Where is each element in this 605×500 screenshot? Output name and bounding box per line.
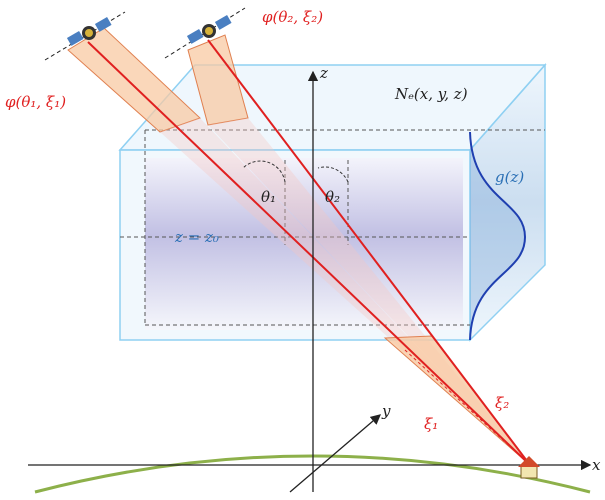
label-ne: Nₑ(x, y, z) xyxy=(394,85,468,103)
label-z-axis: z xyxy=(319,64,328,82)
label-theta2: θ₂ xyxy=(325,188,340,206)
ray-dash xyxy=(405,350,530,465)
diagram: φ(θ₁, ξ₁) φ(θ₂, ξ₂) ξ₁ ξ₂ z Nₑ(x, y, z) … xyxy=(0,0,605,500)
label-x-axis: x xyxy=(592,456,601,474)
label-z0: z = z₀ xyxy=(174,228,219,246)
label-gz: g(z) xyxy=(495,168,524,186)
label-phi1: φ(θ₁, ξ₁) xyxy=(5,93,66,111)
label-xi1: ξ₁ xyxy=(424,415,438,433)
beam-1 xyxy=(68,28,200,132)
y-axis xyxy=(290,415,380,492)
label-theta1: θ₁ xyxy=(261,188,276,206)
label-phi2: φ(θ₂, ξ₂) xyxy=(262,8,323,26)
label-y-axis: y xyxy=(381,402,391,420)
label-xi2: ξ₂ xyxy=(495,394,509,412)
receiver xyxy=(518,456,540,478)
